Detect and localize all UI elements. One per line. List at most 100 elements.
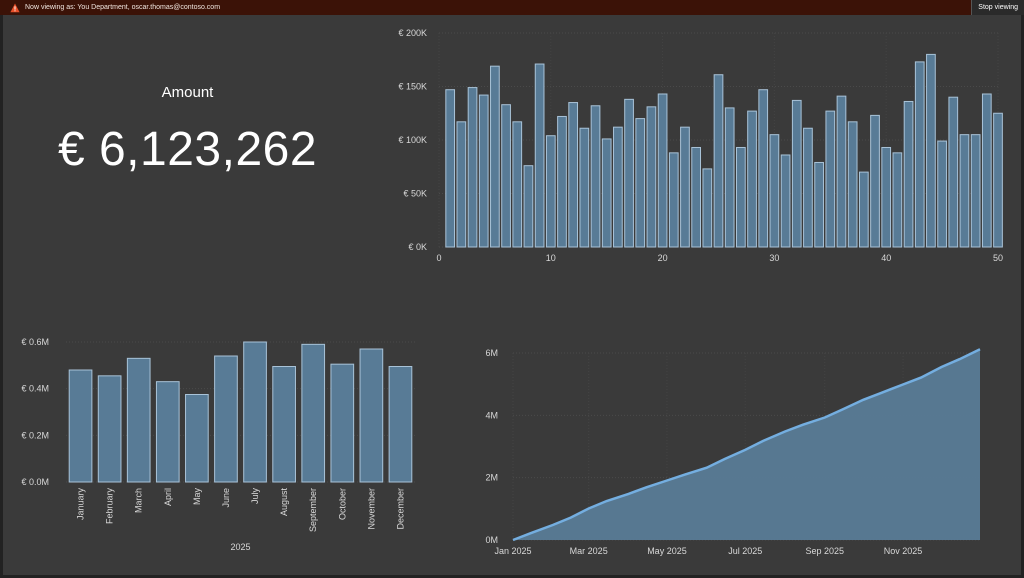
bar [590, 105, 601, 248]
y-tick-label: € 0.2M [21, 430, 49, 440]
kpi-value: € 6,123,262 [57, 123, 318, 176]
y-tick-label: € 200K [398, 28, 427, 38]
bar [803, 127, 813, 248]
bar [445, 89, 456, 248]
impersonation-banner: Now viewing as: You Department, oscar.th… [0, 0, 1024, 15]
bar [903, 100, 914, 248]
bar [981, 93, 992, 248]
bar [185, 394, 209, 483]
bar [557, 115, 567, 248]
banner-message: Now viewing as: You Department, oscar.th… [25, 4, 221, 11]
bar [657, 93, 668, 248]
x-axis-title: 2025 [230, 542, 250, 552]
y-tick-label: € 0K [408, 242, 427, 252]
bar [959, 134, 970, 248]
bar [814, 161, 824, 248]
x-tick-label: November [366, 488, 376, 530]
bar [501, 104, 511, 248]
bar [702, 168, 713, 248]
bar [478, 94, 489, 248]
bar [993, 112, 1003, 248]
bar [330, 363, 355, 483]
bar [858, 171, 869, 248]
bar [870, 114, 880, 248]
amount-by-month-bar-chart[interactable]: € 0.0M € 0.2M € 0.4M € 0.6M January February M… [0, 330, 440, 560]
bar [601, 138, 612, 248]
y-tick-label: € 50K [403, 189, 427, 199]
bar [301, 343, 326, 483]
bar [713, 74, 724, 248]
y-tick-label: € 0.0M [21, 477, 49, 487]
bar [456, 121, 467, 248]
bar [724, 107, 735, 248]
bar [359, 348, 384, 483]
bar [825, 110, 836, 248]
bar [926, 53, 936, 248]
bar [836, 95, 847, 248]
x-tick-label: Mar 2025 [570, 546, 608, 556]
bar [97, 375, 122, 483]
x-tick-label: 0 [436, 253, 441, 263]
x-tick-label: December [395, 488, 405, 530]
bar [613, 126, 623, 248]
bar [881, 146, 892, 248]
y-tick-label: 2M [485, 473, 498, 483]
bar [126, 357, 151, 483]
x-tick-label: 40 [881, 253, 891, 263]
bar [214, 355, 238, 483]
frame-left-edge [0, 15, 3, 578]
bar [769, 134, 780, 248]
bar [646, 106, 657, 248]
bar [243, 341, 267, 483]
stop-viewing-button[interactable]: Stop viewing [971, 0, 1024, 15]
x-tick-label: July [250, 488, 260, 505]
amount-by-index-bar-chart[interactable]: € 0K € 50K € 100K € 150K € 200K 0 10 20 30 40 50 [380, 22, 1010, 267]
x-tick-label: 30 [769, 253, 779, 263]
bar [735, 146, 746, 248]
bar [758, 89, 769, 248]
cumulative-amount-area-chart[interactable]: 0M 2M 4M 6M Jan 2025 Mar 2025 May 2025 Jul 2025… [470, 335, 1015, 565]
y-tick-label: € 100K [398, 135, 427, 145]
y-tick-label: € 150K [398, 82, 427, 92]
bar [512, 121, 523, 248]
kpi-label: Amount [161, 84, 214, 101]
frame-bottom-edge [0, 575, 1024, 578]
x-tick-label: February [105, 488, 115, 525]
x-tick-label: January [76, 488, 86, 521]
bar [747, 110, 757, 248]
x-tick-label: Sep 2025 [805, 546, 844, 556]
area-fill [513, 349, 980, 540]
x-tick-label: June [221, 488, 231, 508]
y-tick-label: € 0.4M [21, 384, 49, 394]
y-tick-label: € 0.6M [21, 337, 49, 347]
bar [545, 135, 556, 248]
bar [791, 99, 802, 248]
x-tick-label: Jul 2025 [728, 546, 762, 556]
bar [579, 127, 590, 248]
x-tick-label: Jan 2025 [494, 546, 531, 556]
x-tick-label: 50 [993, 253, 1003, 263]
bar [847, 121, 858, 248]
bar [568, 102, 579, 248]
x-tick-label: May [192, 488, 202, 506]
frame-right-edge [1021, 15, 1024, 578]
bar [534, 63, 545, 248]
x-tick-label: April [163, 488, 173, 506]
bar [937, 140, 947, 248]
bar [680, 126, 690, 248]
bar [467, 87, 478, 248]
x-tick-label: 20 [658, 253, 668, 263]
bar [668, 152, 679, 248]
y-tick-label: 4M [485, 410, 498, 420]
bar [523, 165, 534, 248]
bar [272, 366, 296, 483]
series-line [512, 348, 981, 542]
bar [624, 98, 634, 248]
x-tick-label: 10 [546, 253, 556, 263]
bar [490, 65, 500, 248]
y-tick-label: 6M [485, 348, 498, 358]
bar [948, 96, 959, 248]
x-tick-label: Nov 2025 [884, 546, 923, 556]
bar [68, 369, 93, 483]
x-tick-label: May 2025 [647, 546, 687, 556]
